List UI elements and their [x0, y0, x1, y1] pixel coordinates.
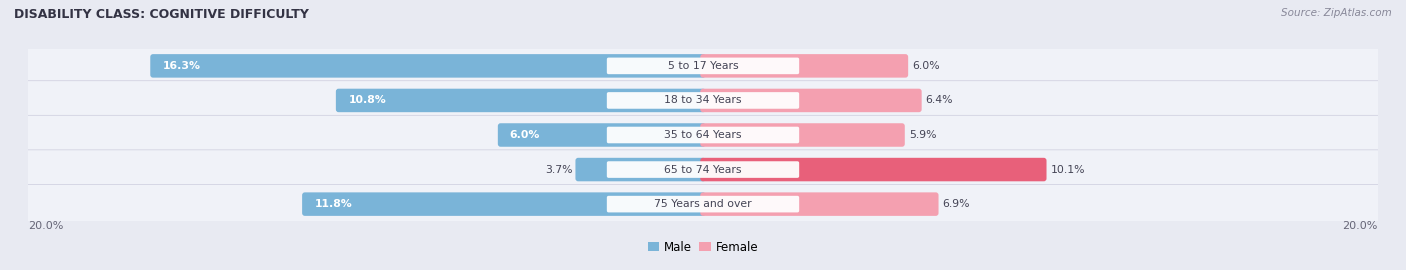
FancyBboxPatch shape — [22, 184, 1384, 224]
Text: 6.0%: 6.0% — [509, 130, 540, 140]
Text: 18 to 34 Years: 18 to 34 Years — [664, 95, 742, 106]
FancyBboxPatch shape — [498, 123, 706, 147]
Text: 75 Years and over: 75 Years and over — [654, 199, 752, 209]
Text: 65 to 74 Years: 65 to 74 Years — [664, 164, 742, 175]
Text: 20.0%: 20.0% — [1343, 221, 1378, 231]
FancyBboxPatch shape — [700, 192, 939, 216]
FancyBboxPatch shape — [22, 81, 1384, 120]
Text: 10.8%: 10.8% — [349, 95, 387, 106]
FancyBboxPatch shape — [607, 58, 799, 74]
Text: DISABILITY CLASS: COGNITIVE DIFFICULTY: DISABILITY CLASS: COGNITIVE DIFFICULTY — [14, 8, 309, 21]
Text: 5 to 17 Years: 5 to 17 Years — [668, 61, 738, 71]
FancyBboxPatch shape — [700, 89, 922, 112]
Text: 16.3%: 16.3% — [163, 61, 201, 71]
Text: 20.0%: 20.0% — [28, 221, 63, 231]
Legend: Male, Female: Male, Female — [648, 241, 758, 254]
FancyBboxPatch shape — [302, 192, 706, 216]
FancyBboxPatch shape — [607, 161, 799, 178]
Text: 11.8%: 11.8% — [315, 199, 353, 209]
Text: 6.0%: 6.0% — [912, 61, 939, 71]
FancyBboxPatch shape — [336, 89, 706, 112]
Text: Source: ZipAtlas.com: Source: ZipAtlas.com — [1281, 8, 1392, 18]
FancyBboxPatch shape — [607, 92, 799, 109]
Text: 5.9%: 5.9% — [908, 130, 936, 140]
Text: 35 to 64 Years: 35 to 64 Years — [664, 130, 742, 140]
FancyBboxPatch shape — [22, 150, 1384, 189]
Text: 3.7%: 3.7% — [546, 164, 574, 175]
Text: 6.9%: 6.9% — [942, 199, 970, 209]
FancyBboxPatch shape — [607, 127, 799, 143]
FancyBboxPatch shape — [575, 158, 706, 181]
FancyBboxPatch shape — [700, 158, 1046, 181]
FancyBboxPatch shape — [22, 115, 1384, 155]
FancyBboxPatch shape — [607, 196, 799, 212]
Text: 6.4%: 6.4% — [925, 95, 953, 106]
FancyBboxPatch shape — [22, 46, 1384, 86]
FancyBboxPatch shape — [150, 54, 706, 78]
FancyBboxPatch shape — [700, 123, 905, 147]
Text: 10.1%: 10.1% — [1050, 164, 1085, 175]
FancyBboxPatch shape — [700, 54, 908, 78]
